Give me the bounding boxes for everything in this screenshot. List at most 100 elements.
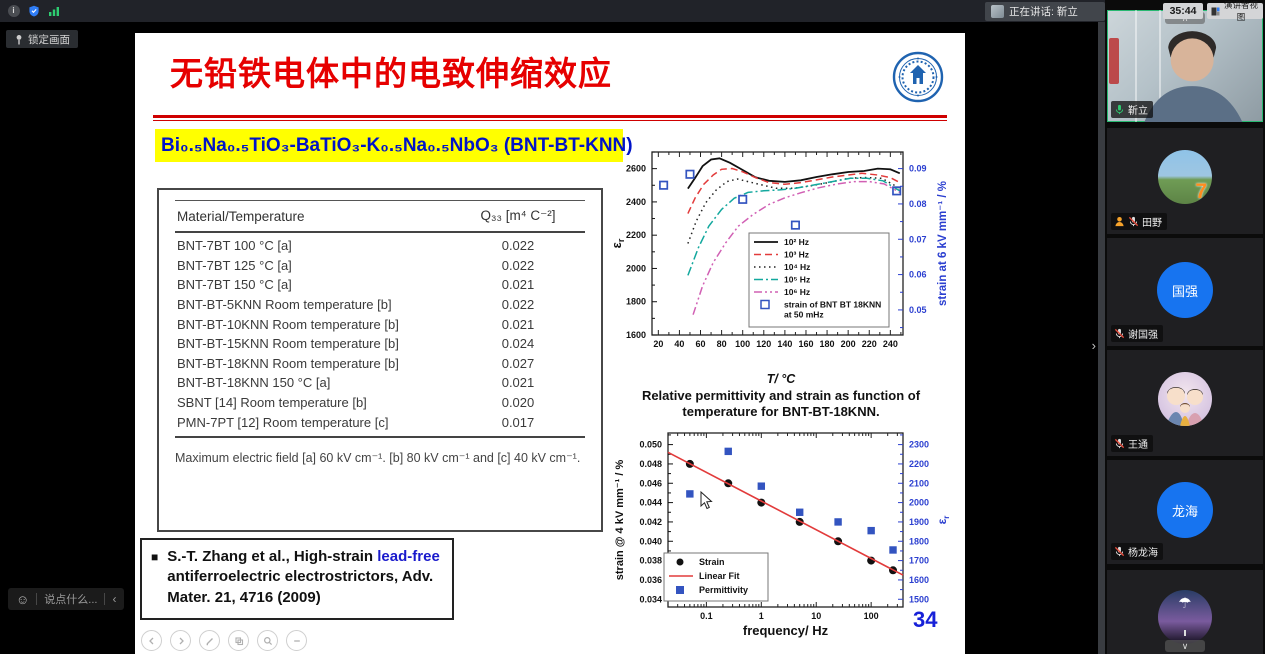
next-page-button[interactable] [170,630,191,651]
table-footnote: Maximum electric field [a] 60 kV cm⁻¹. [… [175,450,581,465]
speaker-view-label: 演讲者视图 [1223,0,1258,22]
table-row: BNT-BT-18KNN Room temperature [b] 0.027 [177,355,535,371]
zoom-tool-button[interactable] [257,630,278,651]
svg-text:Permittivity: Permittivity [699,585,748,595]
citation-text: S.-T. Zhang et al., High-strain lead-fre… [167,547,443,611]
participant-avatar [1158,372,1212,426]
mic-off-icon [1128,216,1139,227]
participant-name-chip: 田野 [1111,213,1167,230]
participant-name: 王通 [1128,440,1148,451]
svg-text:200: 200 [841,339,856,349]
participant-name: 靳立 [1128,106,1148,117]
svg-text:0.048: 0.048 [639,459,662,469]
svg-text:60: 60 [696,339,706,349]
participant-tile[interactable]: ☂ [1107,570,1263,654]
network-signal-icon[interactable] [47,4,60,17]
svg-text:2000: 2000 [626,263,646,273]
mic-off-icon [1114,546,1125,557]
chat-collapse-icon[interactable]: ‹ [112,592,117,606]
svg-text:0.050: 0.050 [639,440,662,450]
topbar-status-icons: i [7,4,60,17]
svg-text:0.08: 0.08 [909,199,927,209]
layout-view-icon [1211,7,1220,15]
emoji-icon[interactable]: ☺ [16,591,30,607]
chart1-caption-text: Relative permittivity and strain as func… [641,388,921,419]
participant-tile[interactable]: 王通 [1107,350,1263,456]
pin-view-label: 锁定画面 [28,33,70,46]
svg-text:strain @ 4 kV mm⁻¹ / %: strain @ 4 kV mm⁻¹ / % [614,460,626,581]
svg-text:1900: 1900 [909,517,929,527]
svg-text:2200: 2200 [909,459,929,469]
meeting-timer: 35:44 [1163,3,1203,19]
background-detail [1109,38,1119,84]
speaker-avatar [991,5,1004,18]
q33-table: Material/Temperature Q₃₃ [m⁴ C⁻²] BNT-7B… [157,188,603,532]
svg-text:10⁵ Hz: 10⁵ Hz [784,275,810,285]
svg-text:Linear Fit: Linear Fit [699,571,740,581]
timer-value: 35:44 [1169,5,1197,17]
svg-text:at 50 mHz: at 50 mHz [784,310,824,320]
sidebar-expand-chevron[interactable]: › [1091,338,1096,353]
participant-name: 田野 [1142,218,1162,229]
title-divider [153,115,947,121]
table-row: BNT-BT-5KNN Room temperature [b] 0.022 [177,297,535,313]
table-row: PMN-7PT [12] Room temperature [c] 0.017 [177,414,535,430]
chat-input-placeholder[interactable]: 说点什么... [44,594,98,606]
svg-text:0.042: 0.042 [639,517,662,527]
table-row: SBNT [14] Room temperature [b] 0.020 [177,395,535,411]
avatar-graphic [1166,387,1204,426]
sidebar-scroll-down-chevron[interactable]: ∨ [1165,640,1205,652]
info-icon[interactable]: i [7,4,20,17]
participant-name-chip: 王通 [1111,435,1153,452]
background-detail [1135,10,1137,122]
table-header: Material/Temperature Q₃₃ [m⁴ C⁻²] [175,200,585,233]
participants-sidebar: ∧ 靳立 7 田野 国强 谢国强 [1105,0,1265,654]
shield-icon[interactable] [27,4,40,17]
active-speaker-indicator: 正在讲话: 靳立 [985,2,1105,21]
svg-text:180: 180 [820,339,835,349]
citation-post: antiferroelectric electrostrictors, Adv.… [167,568,434,606]
speaking-label: 正在讲话: 靳立 [1009,6,1078,18]
svg-text:2100: 2100 [909,478,929,488]
participant-name-chip: 谢国强 [1111,325,1163,342]
svg-text:εr: εr [935,516,951,525]
participant-name-chip: 杨龙海 [1111,543,1163,560]
arrow-right-icon [179,637,184,644]
pin-view-button[interactable]: 锁定画面 [6,30,78,48]
participant-avatar: 国强 [1157,262,1213,318]
table-row: BNT-BT-18KNN 150 °C [a] 0.021 [177,375,535,391]
speaker-view-button[interactable]: 演讲者视图 [1207,0,1263,22]
participant-tile[interactable]: 龙海 杨龙海 [1107,460,1263,564]
participant-avatar: 7 [1158,150,1212,204]
copy-icon [234,636,243,645]
svg-text:220: 220 [862,339,877,349]
svg-text:2200: 2200 [626,230,646,240]
participant-tile[interactable]: 7 田野 [1107,128,1263,234]
slide-title: 无铅铁电体中的电致伸缩效应 [170,55,612,92]
svg-text:2000: 2000 [909,498,929,508]
participant-tile-video[interactable]: ∧ 靳立 [1107,10,1263,122]
shared-slide: 无铅铁电体中的电致伸缩效应 Bi₀.₅Na₀.₅TiO₃-BaTiO₃-K₀.₅… [135,33,965,654]
chat-quick-bar[interactable]: ☺ 说点什么... ‹ [8,588,125,610]
table-row: BNT-BT-15KNN Room temperature [b] 0.024 [177,336,535,352]
previous-page-button[interactable] [141,630,162,651]
table-row: BNT-7BT 150 °C [a] 0.021 [177,277,535,293]
pen-tool-button[interactable] [199,630,220,651]
svg-text:20: 20 [653,339,663,349]
avatar-initials: 龙海 [1171,503,1198,519]
svg-text:2300: 2300 [909,440,929,450]
svg-text:2400: 2400 [626,197,646,207]
chart1-x-axis-label: T/ °C [766,372,796,386]
svg-text:100: 100 [864,611,879,621]
copy-page-button[interactable] [228,630,249,651]
table-row: BNT-7BT 100 °C [a] 0.022 [177,238,535,254]
svg-text:0.040: 0.040 [639,536,662,546]
table-col-material: Material/Temperature [177,208,305,224]
participant-tile[interactable]: 国强 谢国强 [1107,238,1263,346]
sidebar-splitter[interactable] [1098,22,1105,654]
svg-text:1: 1 [759,611,764,621]
role-person-icon [1115,217,1124,227]
magnifier-icon [263,636,272,645]
minimize-toolbar-button[interactable] [286,630,307,651]
composition-highlight: Bi₀.₅Na₀.₅TiO₃-BaTiO₃-K₀.₅Na₀.₅NbO₃ (BNT… [155,129,633,162]
